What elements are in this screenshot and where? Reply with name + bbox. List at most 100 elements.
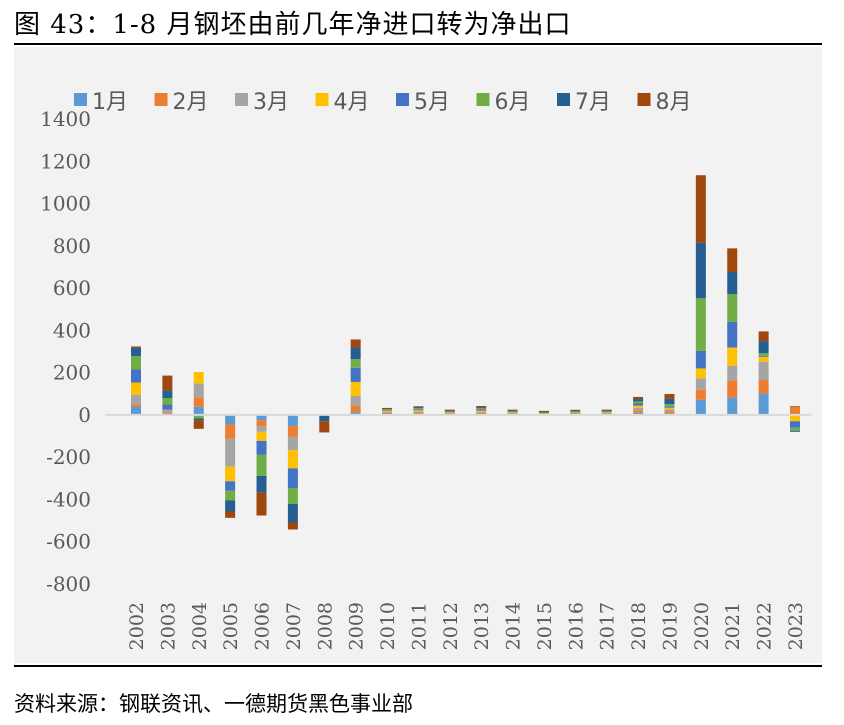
bar-2004-4月 [193,372,204,384]
bar-2003-7月 [162,390,173,398]
y-tick-label: 1000 [40,192,91,216]
bar-2019-7月 [664,398,675,405]
x-tick-label: 2010 [377,602,399,650]
bar-2019-4月 [664,407,675,410]
bar-2005-6月 [225,490,236,501]
bar-2023-8月 [790,406,800,408]
bar-2012-6月 [444,410,455,412]
bar-2010-5月 [382,409,393,411]
bar-2011-6月 [413,408,424,410]
x-tick-label: 2003 [157,602,179,650]
bar-2007-4月 [287,450,298,469]
y-tick-label: 600 [53,276,91,300]
legend-swatch-5 [396,93,409,106]
bar-2006-6月 [256,454,267,476]
bar-2023-4月 [790,414,800,422]
bar-2010-3月 [382,411,393,414]
bar-2022-8月 [758,331,769,342]
bar-2014-8月 [507,409,518,411]
bar-2013-6月 [476,408,487,410]
bar-2007-6月 [287,488,298,504]
x-tick-label: 2002 [126,602,148,650]
bar-2016-6月 [570,410,581,412]
bar-2011-2月 [413,412,424,414]
bar-2010-6月 [382,408,393,410]
bar-2015-5月 [538,412,549,413]
bar-2002-1月 [131,406,141,415]
bar-2011-7月 [413,407,424,409]
bar-2012-5月 [444,411,455,413]
bar-2022-6月 [758,353,769,356]
bar-2017-2月 [601,413,612,415]
bar-2009-5月 [350,367,361,382]
bar-2015-4月 [538,412,549,414]
bar-2014-2月 [507,413,518,415]
bar-2002-2月 [131,404,141,407]
bar-2020-1月 [695,399,706,415]
bar-2015-3月 [538,413,549,415]
bar-2005-7月 [225,500,236,512]
bar-2009-2月 [350,405,361,413]
bar-2006-1月 [256,414,267,421]
bar-2022-4月 [758,356,769,362]
bar-2020-2月 [695,389,706,400]
bar-2016-3月 [570,412,581,414]
bar-2003-6月 [162,398,173,405]
bar-2023-7月 [790,430,800,432]
bar-2010-2月 [382,413,393,415]
bar-2007-8月 [287,522,298,530]
bar-2004-3月 [193,383,204,398]
bar-2012-4月 [444,411,455,413]
bar-2009-8月 [350,339,361,348]
bar-2006-8月 [256,492,267,516]
bar-2003-8月 [162,375,173,391]
bar-2013-4月 [476,410,487,412]
bar-2019-6月 [664,404,675,407]
bar-2012-7月 [444,410,455,411]
bar-2005-1月 [225,414,236,425]
bar-2013-7月 [476,407,487,409]
bar-2013-2月 [476,412,487,415]
bar-2016-8月 [570,409,581,411]
bar-2023-5月 [790,421,800,428]
y-tick-label: -400 [46,487,91,511]
bars [131,175,800,530]
bar-2018-6月 [633,401,644,404]
bar-2008-8月 [319,421,330,433]
bar-2022-2月 [758,380,769,394]
bar-2022-3月 [758,361,769,381]
bar-2020-4月 [695,368,706,379]
source-note: 资料来源：钢联资讯、一德期货黑色事业部 [14,692,413,716]
title-rule [14,43,822,45]
bar-2012-2月 [444,413,455,415]
bar-2004-1月 [193,406,204,415]
bar-2009-6月 [350,359,361,368]
x-axis: 2002 2003 2004 2005 2006 2007 2008 2009 2010 2011… [126,602,807,650]
bar-2008-7月 [319,414,330,422]
bar-2016-4月 [570,412,581,413]
bottom-rule [14,665,822,667]
bar-2020-3月 [695,378,706,390]
y-axis: 1400 1200 1000 800 600 400 200 0 -200 -400 -600 -80… [40,107,91,596]
bar-2016-2月 [570,413,581,415]
bar-2004-2月 [193,397,204,407]
x-tick-label: 2023 [785,602,807,650]
bar-2021-7月 [727,272,738,295]
x-tick-label: 2018 [628,602,650,650]
legend-swatch-1 [74,93,87,106]
bar-2010-8月 [382,407,393,409]
bar-2009-7月 [350,347,361,360]
bar-2022-1月 [758,393,769,415]
y-tick-label: -200 [46,445,91,469]
legend-label: 4月 [334,90,370,115]
bar-2006-5月 [256,440,267,455]
bar-2015-6月 [538,411,549,413]
bar-2002-6月 [131,356,141,370]
x-tick-label: 2012 [440,602,462,650]
x-tick-label: 2014 [503,602,525,650]
bar-2018-5月 [633,403,644,406]
bar-2004-8月 [193,420,204,429]
legend-label: 3月 [253,90,289,115]
legend: 1月 2月 3月 4月 5月 6月 7月 8月 [74,90,692,115]
legend-swatch-7 [557,93,570,106]
